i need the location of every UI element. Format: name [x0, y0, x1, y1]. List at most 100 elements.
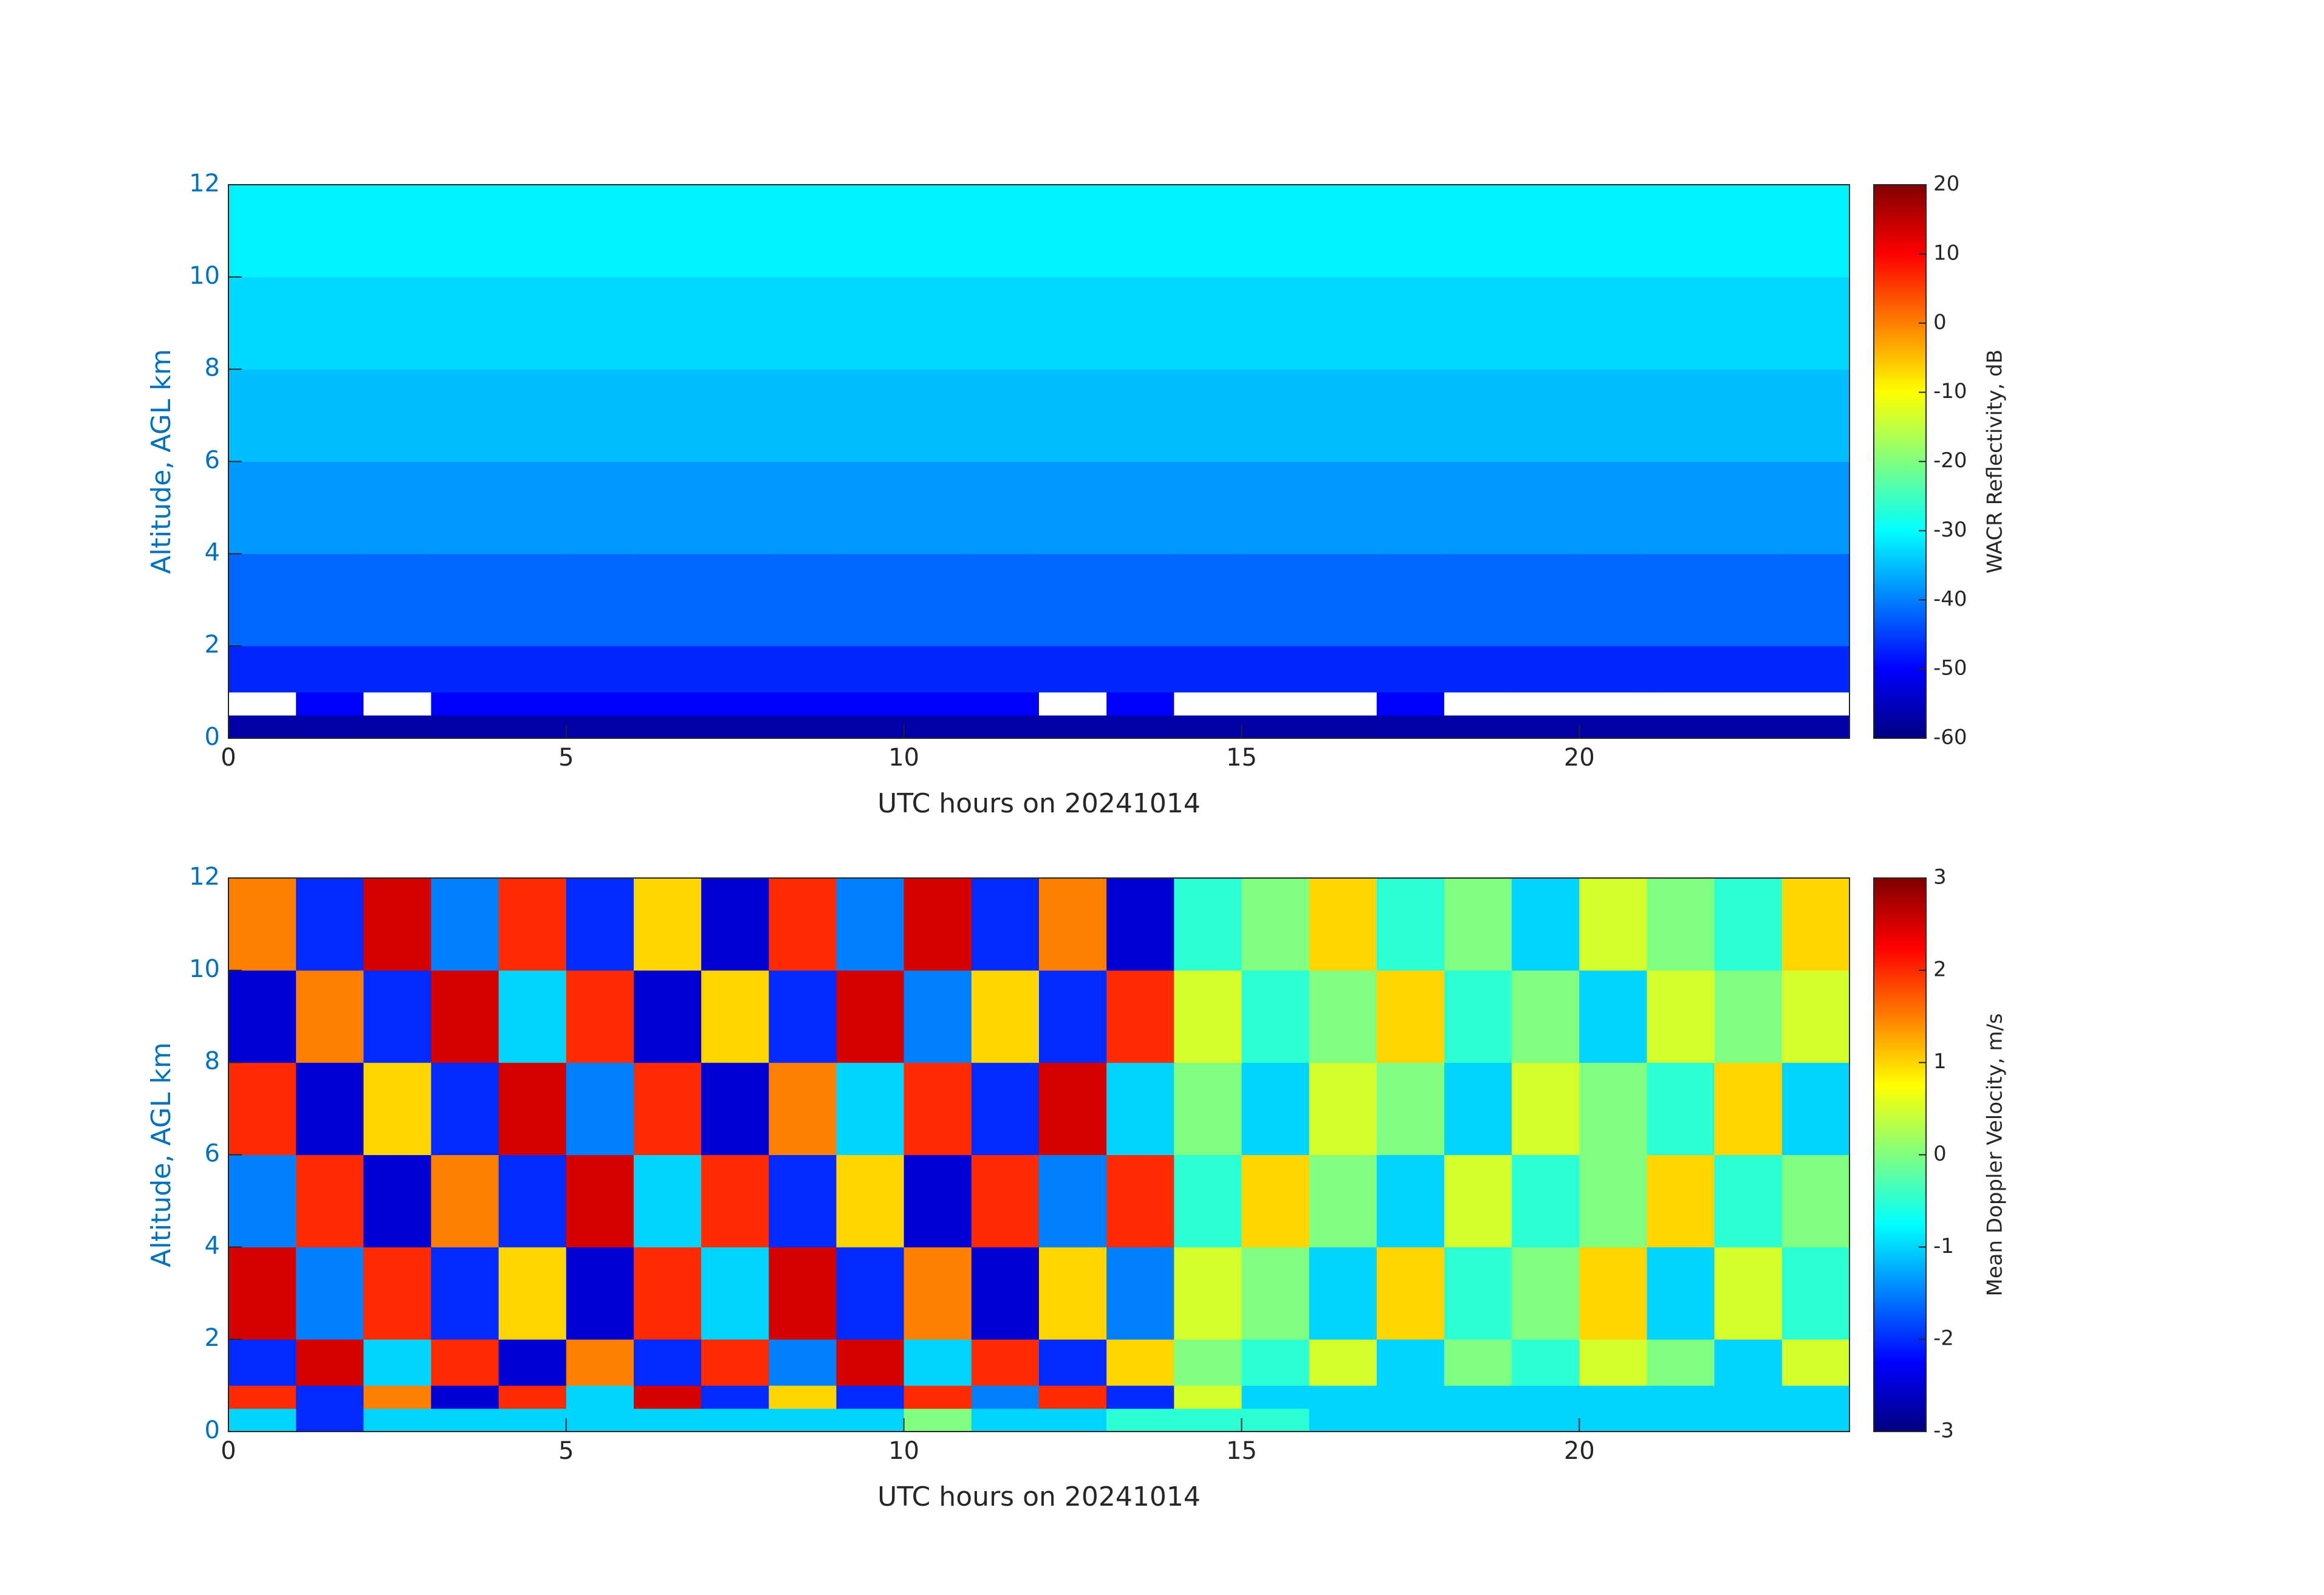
- heatmap-cell: [1309, 715, 1377, 739]
- colorbar-tick-label: -2: [1933, 1326, 1954, 1351]
- heatmap-cell: [903, 369, 972, 462]
- heatmap-cell: [1781, 715, 1850, 739]
- heatmap-cell: [836, 970, 905, 1063]
- heatmap-cell: [1376, 1339, 1445, 1386]
- heatmap-cell: [634, 1247, 702, 1340]
- heatmap-cell: [634, 276, 702, 370]
- heatmap-cell: [1579, 646, 1647, 693]
- heatmap-cell: [1106, 692, 1174, 716]
- heatmap-cell: [769, 1247, 837, 1340]
- heatmap-cell: [363, 646, 431, 693]
- y-tick-label: 4: [205, 1232, 220, 1260]
- heatmap-cell: [769, 276, 837, 370]
- heatmap-cell: [296, 1062, 364, 1155]
- heatmap-cell: [1647, 185, 1715, 278]
- heatmap-cell: [1579, 1062, 1647, 1155]
- heatmap-cell: [363, 369, 431, 462]
- heatmap-cell: [1444, 185, 1512, 278]
- heatmap-cell: [566, 715, 634, 739]
- heatmap-cell: [634, 878, 702, 971]
- heatmap-cell: [1579, 1154, 1647, 1247]
- heatmap-cell: [1647, 1339, 1715, 1386]
- heatmap-cell: [566, 554, 634, 647]
- heatmap-cell: [431, 1062, 499, 1155]
- heatmap-cell: [971, 1339, 1040, 1386]
- heatmap-cell: [431, 554, 499, 647]
- heatmap-cell: [1512, 1339, 1580, 1386]
- y-tick-label: 10: [189, 262, 220, 290]
- heatmap-cell: [1647, 1385, 1715, 1409]
- heatmap-cell: [1376, 970, 1445, 1063]
- heatmap-cell: [1309, 369, 1377, 462]
- heatmap-cell: [431, 1408, 499, 1432]
- heatmap-cell: [363, 878, 431, 971]
- heatmap-cell: [903, 692, 972, 716]
- x-tick-label: 0: [221, 1437, 236, 1465]
- heatmap-cell: [1376, 276, 1445, 370]
- y-tick-label: 0: [205, 1416, 220, 1444]
- heatmap-cell: [1512, 692, 1580, 716]
- heatmap-cell: [769, 646, 837, 693]
- heatmap-cell: [1174, 1154, 1242, 1247]
- heatmap-cell: [1512, 554, 1580, 647]
- x-tick-label: 5: [558, 1437, 574, 1465]
- heatmap-cell: [971, 1154, 1040, 1247]
- heatmap-cell: [634, 1154, 702, 1247]
- heatmap-cell: [228, 1247, 296, 1340]
- heatmap-cell: [1714, 1339, 1783, 1386]
- heatmap-cell: [836, 1408, 905, 1432]
- heatmap-cell: [1241, 185, 1310, 278]
- colorbar-tick-label: -3: [1933, 1419, 1954, 1443]
- heatmap-cell: [1781, 1339, 1850, 1386]
- heatmap-cell: [701, 878, 769, 971]
- heatmap-cell: [1241, 1154, 1310, 1247]
- heatmap-cell: [1309, 878, 1377, 971]
- heatmap-cell: [1647, 970, 1715, 1063]
- heatmap-cell: [1579, 1339, 1647, 1386]
- heatmap-cell: [566, 646, 634, 693]
- heatmap-cell: [228, 970, 296, 1063]
- heatmap-cell: [1106, 715, 1174, 739]
- heatmap-cell: [1106, 369, 1174, 462]
- y-tick-label: 4: [205, 538, 220, 566]
- heatmap-cell: [1376, 1062, 1445, 1155]
- heatmap-cell: [903, 1408, 972, 1432]
- colorbar-label: WACR Reflectivity, dB: [1983, 349, 2007, 574]
- heatmap-cell: [228, 1062, 296, 1155]
- heatmap-cell: [363, 276, 431, 370]
- heatmap-cell: [228, 461, 296, 554]
- heatmap-cell: [769, 1385, 837, 1409]
- heatmap-cell: [566, 369, 634, 462]
- x-tick-label: 15: [1226, 744, 1257, 772]
- heatmap-cell: [634, 1339, 702, 1386]
- heatmap-cell: [296, 692, 364, 716]
- heatmap-cell: [1376, 185, 1445, 278]
- colorbar-tick-label: 0: [1933, 1142, 1947, 1166]
- heatmap-cell: [1376, 554, 1445, 647]
- heatmap-cell: [1106, 646, 1174, 693]
- heatmap-cell: [1579, 185, 1647, 278]
- heatmap-cell: [971, 1385, 1040, 1409]
- heatmap-cell: [1309, 1339, 1377, 1386]
- heatmap-cell: [1241, 878, 1310, 971]
- heatmap-cell: [566, 878, 634, 971]
- heatmap-cell: [836, 715, 905, 739]
- heatmap-cell: [1241, 1247, 1310, 1340]
- heatmap-cell: [1241, 692, 1310, 716]
- heatmap-cell: [1376, 1385, 1445, 1409]
- heatmap-cell: [431, 692, 499, 716]
- heatmap-cell: [971, 554, 1040, 647]
- heatmap-cell: [1174, 554, 1242, 647]
- heatmap-cell: [1781, 646, 1850, 693]
- heatmap-cell: [363, 461, 431, 554]
- heatmap-cell: [1647, 461, 1715, 554]
- heatmap-cell: [1039, 1339, 1107, 1386]
- heatmap-cell: [566, 276, 634, 370]
- heatmap-cell: [1444, 715, 1512, 739]
- heatmap-cell: [1714, 878, 1783, 971]
- heatmap-cell: [1039, 461, 1107, 554]
- heatmap-cell: [634, 646, 702, 693]
- heatmap-cell: [1512, 878, 1580, 971]
- heatmap-cell: [1781, 554, 1850, 647]
- heatmap-cell: [701, 554, 769, 647]
